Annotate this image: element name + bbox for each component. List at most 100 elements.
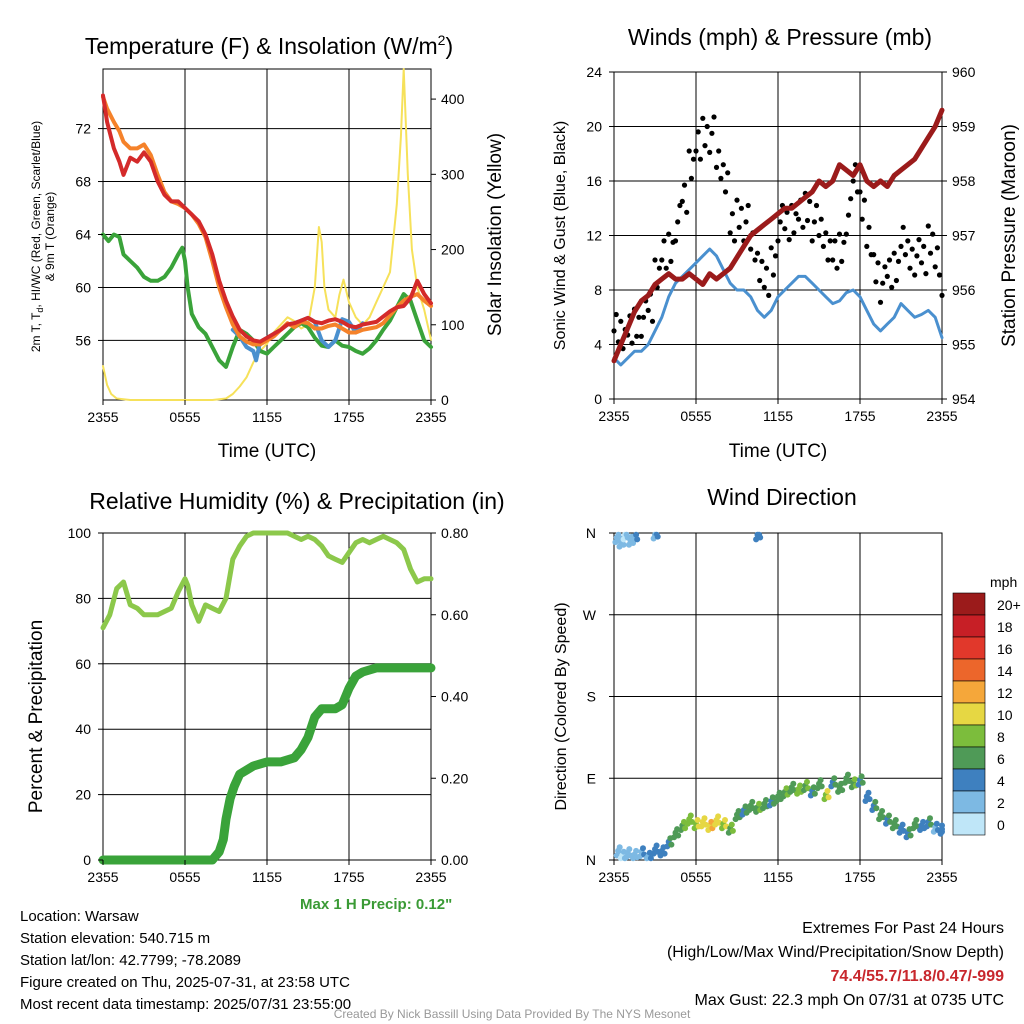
gust-point	[875, 260, 881, 266]
gust-point	[793, 211, 799, 217]
y-tick-label: 72	[75, 121, 91, 137]
y-axis-label: Percent & Precipitation	[26, 620, 47, 813]
gust-point	[652, 257, 658, 263]
y2-tick-label: 960	[952, 64, 976, 80]
y-axis-label: Direction (Colored By Speed)	[553, 602, 570, 810]
gust-point	[731, 238, 738, 244]
direction-point	[939, 822, 945, 829]
direction-point	[634, 536, 641, 543]
y-tick-label: 64	[75, 227, 91, 243]
y-tick-label: 68	[75, 174, 91, 190]
direction-point	[839, 787, 846, 794]
direction-point	[811, 790, 818, 797]
gust-point	[884, 273, 890, 279]
y-tick-label: 20	[586, 119, 602, 135]
y2-tick-label: 956	[952, 282, 976, 298]
colorbar-label: 16	[997, 641, 1013, 657]
colorbar-label: 0	[997, 817, 1005, 833]
gust-point	[722, 189, 729, 195]
gust-point	[800, 224, 806, 230]
direction-point	[661, 850, 668, 857]
gust-point	[859, 216, 865, 222]
precipitation-line	[98, 663, 436, 865]
y-tick-label: 24	[586, 64, 602, 80]
x-tick-label: 2355	[87, 409, 118, 425]
gust-point	[782, 226, 788, 232]
gust-point	[893, 277, 900, 284]
gust-point	[841, 239, 847, 245]
gust-point	[713, 164, 720, 170]
x-tick-label: 1155	[252, 869, 282, 885]
gust-point	[634, 333, 640, 339]
sonic-wind-line	[612, 247, 944, 367]
colorbar-swatch	[952, 592, 986, 616]
gust-point	[839, 258, 845, 264]
extremes-legend: (High/Low/Max Wind/Precipitation/Snow De…	[666, 944, 1004, 961]
colorbar-swatch	[952, 658, 986, 682]
x-tick-label: 2355	[598, 869, 629, 885]
gust-point	[772, 253, 779, 259]
gust-point	[686, 148, 692, 154]
gust-point	[811, 219, 818, 225]
gust-point	[688, 175, 695, 181]
gust-point	[905, 238, 911, 244]
direction-point	[866, 796, 873, 803]
gust-point	[882, 264, 888, 270]
direction-point	[817, 777, 824, 784]
gust-point	[900, 224, 906, 230]
gust-point	[707, 149, 713, 155]
y2-tick-label: 0.20	[441, 770, 468, 786]
colorbar-label: 6	[997, 751, 1005, 767]
direction-point	[757, 534, 764, 541]
gust-point	[693, 148, 699, 154]
gust-point	[645, 307, 651, 313]
direction-point	[643, 855, 650, 862]
gust-point	[816, 232, 822, 239]
direction-point	[620, 541, 627, 548]
direction-point	[749, 798, 756, 805]
colorbar-swatch	[952, 768, 986, 792]
gust-point	[834, 265, 840, 271]
direction-point	[886, 812, 892, 819]
gust-point	[930, 231, 936, 237]
gust-point	[827, 238, 833, 244]
y-axis-label-line2: & 9m T (Orange)	[43, 192, 57, 282]
direction-point	[633, 531, 640, 538]
gust-point	[681, 182, 688, 188]
gust-point	[807, 198, 813, 204]
y-tick-label: 60	[75, 656, 91, 672]
y-tick-label: 8	[594, 282, 602, 298]
gust-point	[697, 156, 704, 162]
direction-point	[892, 817, 899, 823]
y2-tick-label: 0.40	[441, 689, 468, 705]
direction-point	[729, 827, 736, 834]
direction-point	[927, 815, 933, 822]
gust-point	[613, 311, 619, 318]
direction-point	[818, 783, 825, 790]
max-precip-label: Max 1 H Precip: 0.12"	[300, 896, 453, 913]
x-tick-label: 2355	[598, 408, 629, 424]
gust-point	[934, 245, 941, 251]
gust-point	[825, 257, 831, 263]
x-axis-label: Time (UTC)	[218, 441, 317, 462]
y2-tick-label: 0.80	[441, 525, 468, 541]
gust-point	[629, 340, 635, 346]
x-tick-label: 2355	[926, 408, 957, 424]
direction-point	[763, 797, 769, 803]
colorbar-swatch	[952, 724, 986, 748]
y2-tick-label: 0	[441, 392, 449, 408]
gust-point	[936, 272, 943, 278]
direction-point	[920, 818, 927, 825]
direction-point	[873, 805, 880, 812]
gust-point	[813, 202, 820, 209]
colorbar-swatch	[952, 790, 986, 814]
y-tick-label: 0	[83, 852, 91, 868]
direction-point	[675, 832, 682, 839]
credit-text: Created By Nick Bassill Using Data Provi…	[333, 1007, 691, 1021]
gust-point	[820, 243, 827, 249]
nine-meter-temp-line	[101, 94, 433, 347]
gust-point	[777, 219, 783, 225]
chart-title: Temperature (F) & Insolation (W/m2)	[85, 32, 453, 59]
y-tick-label: 0	[594, 391, 602, 407]
y-tick-label: S	[587, 689, 596, 705]
